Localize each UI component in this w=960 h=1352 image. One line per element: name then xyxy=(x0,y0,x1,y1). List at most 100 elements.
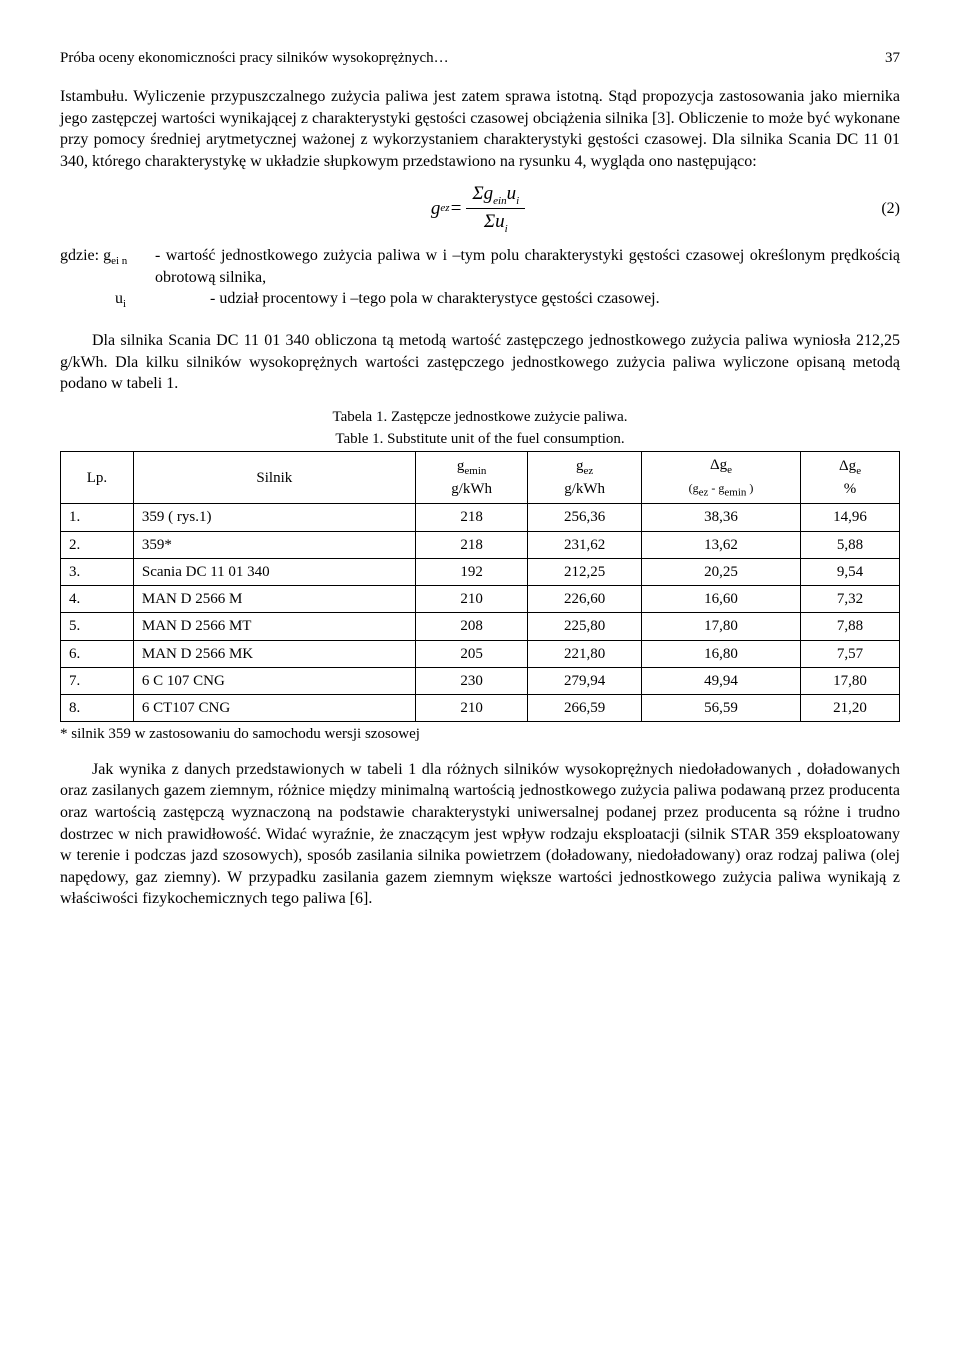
eq-num-a-sub: ein xyxy=(493,194,506,206)
equation-2: gez = Σgeinui Σui (2) xyxy=(60,181,900,237)
table-cell: 7,88 xyxy=(801,613,900,640)
table-cell: 210 xyxy=(415,586,528,613)
table-cell: 6. xyxy=(61,640,134,667)
definitions: gdzie: gei n - wartość jednostkowego zuż… xyxy=(60,245,900,312)
table-caption-en: Table 1. Substitute unit of the fuel con… xyxy=(60,429,900,449)
definition-2: ui - udział procentowy i –tego pola w ch… xyxy=(60,288,900,312)
col-dge: Δge (gez - gemin ) xyxy=(641,452,800,504)
table-cell: 1. xyxy=(61,504,134,531)
def2-label: ui xyxy=(60,288,210,312)
col-dge-sub: e xyxy=(727,464,732,476)
table-cell: 7. xyxy=(61,667,134,694)
def1-text: - wartość jednostkowego zużycia paliwa w… xyxy=(155,245,900,288)
table-cell: 21,20 xyxy=(801,695,900,722)
table-cell: 256,36 xyxy=(528,504,641,531)
col-gez-unit: g/kWh xyxy=(564,481,605,497)
table-caption-pl: Tabela 1. Zastępcze jednostkowe zużycie … xyxy=(60,407,900,427)
table-cell: 3. xyxy=(61,558,134,585)
def1-label: gdzie: gei n xyxy=(60,245,155,288)
table-cell: 17,80 xyxy=(641,613,800,640)
table-cell: 231,62 xyxy=(528,531,641,558)
eq-fraction: Σgeinui Σui xyxy=(466,181,525,237)
table-cell: 208 xyxy=(415,613,528,640)
eq-denominator: Σui xyxy=(478,209,514,237)
table-row: 2.359*218231,6213,625,88 xyxy=(61,531,900,558)
table-cell: 16,80 xyxy=(641,640,800,667)
table-cell: MAN D 2566 M xyxy=(133,586,415,613)
table-cell: 218 xyxy=(415,504,528,531)
col-dge-sym: Δg xyxy=(710,457,727,473)
table-cell: 2. xyxy=(61,531,134,558)
table-cell: 17,80 xyxy=(801,667,900,694)
definition-1: gdzie: gei n - wartość jednostkowego zuż… xyxy=(60,245,900,288)
table-cell: 218 xyxy=(415,531,528,558)
table-cell: 205 xyxy=(415,640,528,667)
eq-num-b: u xyxy=(507,183,517,204)
table-cell: 7,32 xyxy=(801,586,900,613)
def1-sub: ei n xyxy=(111,255,127,267)
col-dge-sub2: (gez - gemin ) xyxy=(689,481,754,495)
col-gemin-unit: g/kWh xyxy=(451,481,492,497)
table-cell: MAN D 2566 MK xyxy=(133,640,415,667)
def2-text: - udział procentowy i –tego pola w chara… xyxy=(210,288,900,312)
eq-left-sub: ez xyxy=(440,201,449,216)
col-gez-sub: ez xyxy=(584,465,594,477)
paragraph-1: Istambułu. Wyliczenie przypuszczalnego z… xyxy=(60,86,900,172)
table-cell: 38,36 xyxy=(641,504,800,531)
def1-symbol: g xyxy=(103,247,111,264)
eq-left: g xyxy=(431,196,441,222)
table-cell: 225,80 xyxy=(528,613,641,640)
col-lp: Lp. xyxy=(61,452,134,504)
running-header: Próba oceny ekonomiczności pracy silnikó… xyxy=(60,48,900,68)
table-cell: 16,60 xyxy=(641,586,800,613)
table-row: 6.MAN D 2566 MK205221,8016,807,57 xyxy=(61,640,900,667)
table-footnote: * silnik 359 w zastosowaniu do samochodu… xyxy=(60,724,900,744)
eq-sign: = xyxy=(450,196,463,222)
table-cell: 20,25 xyxy=(641,558,800,585)
table-row: 4.MAN D 2566 M210226,6016,607,32 xyxy=(61,586,900,613)
eq-num-b-sub: i xyxy=(516,194,519,206)
table-cell: 5. xyxy=(61,613,134,640)
table-cell: 230 xyxy=(415,667,528,694)
table-row: 3.Scania DC 11 01 340192212,2520,259,54 xyxy=(61,558,900,585)
table-cell: 266,59 xyxy=(528,695,641,722)
table-row: 5.MAN D 2566 MT208225,8017,807,88 xyxy=(61,613,900,640)
table-cell: 7,57 xyxy=(801,640,900,667)
running-title: Próba oceny ekonomiczności pracy silnikó… xyxy=(60,48,449,68)
table-cell: 221,80 xyxy=(528,640,641,667)
col-dgep-unit: % xyxy=(844,481,857,497)
def-intro: gdzie: xyxy=(60,247,103,264)
fuel-consumption-table: Lp. Silnik g emin g/kWh gez g/kWh Δge (ge… xyxy=(60,451,900,722)
table-cell: 56,59 xyxy=(641,695,800,722)
table-header-row: Lp. Silnik g emin g/kWh gez g/kWh Δge (ge… xyxy=(61,452,900,504)
col-gez: gez g/kWh xyxy=(528,452,641,504)
table-cell: 5,88 xyxy=(801,531,900,558)
col-gez-sym: g xyxy=(576,458,584,474)
page-number: 37 xyxy=(885,48,900,68)
eq-num-a: Σg xyxy=(472,183,493,204)
table-cell: 6 C 107 CNG xyxy=(133,667,415,694)
table-cell: 13,62 xyxy=(641,531,800,558)
table-cell: Scania DC 11 01 340 xyxy=(133,558,415,585)
table-body: 1.359 ( rys.1)218256,3638,3614,962.359*2… xyxy=(61,504,900,722)
table-cell: 359 ( rys.1) xyxy=(133,504,415,531)
col-dge-pct: Δge % xyxy=(801,452,900,504)
eq-den-a: Σu xyxy=(484,211,505,232)
table-cell: 226,60 xyxy=(528,586,641,613)
table-cell: 8. xyxy=(61,695,134,722)
def2-symbol: u xyxy=(115,290,123,307)
table-cell: 14,96 xyxy=(801,504,900,531)
table-cell: 212,25 xyxy=(528,558,641,585)
table-cell: 279,94 xyxy=(528,667,641,694)
col-gemin-sub: emin xyxy=(464,465,486,477)
table-row: 8.6 CT107 CNG210266,5956,5921,20 xyxy=(61,695,900,722)
col-silnik: Silnik xyxy=(133,452,415,504)
paragraph-3: Jak wynika z danych przedstawionych w ta… xyxy=(60,759,900,910)
eq-numerator: Σgeinui xyxy=(466,181,525,210)
table-cell: 192 xyxy=(415,558,528,585)
table-cell: 359* xyxy=(133,531,415,558)
table-cell: 6 CT107 CNG xyxy=(133,695,415,722)
table-cell: 4. xyxy=(61,586,134,613)
table-cell: 9,54 xyxy=(801,558,900,585)
equation-number: (2) xyxy=(881,198,900,220)
